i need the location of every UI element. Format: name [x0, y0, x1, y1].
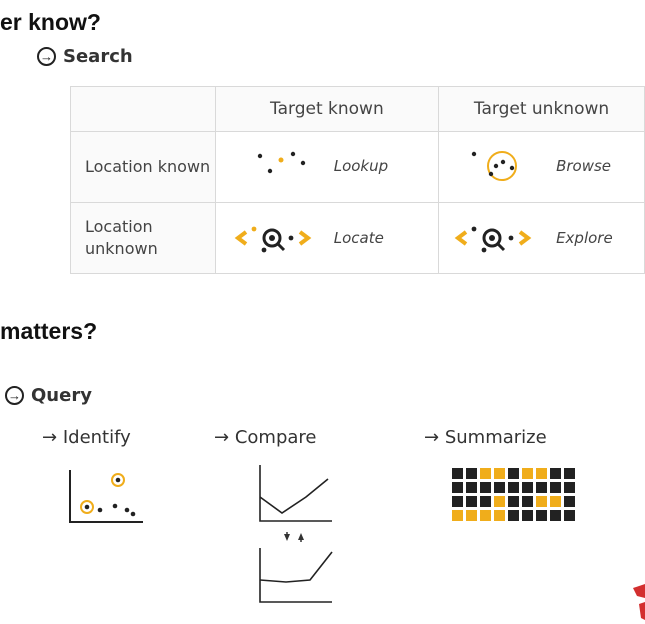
cell-browse: Browse	[438, 131, 645, 203]
identify-icon	[69, 470, 143, 523]
summary-cell	[452, 510, 463, 521]
cell-explore: Explore	[438, 202, 645, 274]
summary-cell	[522, 482, 533, 493]
summary-cell	[466, 468, 477, 479]
row-header-location-unknown: Location unknown	[70, 202, 216, 274]
row-header-location-known: Location known	[70, 131, 216, 203]
section-heading-query: matters?	[0, 318, 98, 344]
summary-cell	[536, 510, 547, 521]
query-title: → Query	[5, 385, 92, 406]
arrow-circle-icon: →	[5, 386, 24, 405]
summary-cell	[466, 510, 477, 521]
summary-cell	[564, 468, 575, 479]
summary-cell	[452, 468, 463, 479]
decorative-red-mark	[633, 584, 645, 620]
summary-cell	[508, 496, 519, 507]
search-table: Target known Target unknown Location kno…	[70, 86, 645, 274]
summary-cell	[564, 482, 575, 493]
table-row: Location known Lookup Browse	[70, 131, 645, 203]
compare-chart-top-icon	[259, 465, 332, 522]
summary-cell	[536, 496, 547, 507]
summary-cell	[494, 482, 505, 493]
summary-cell	[508, 468, 519, 479]
table-corner	[70, 86, 216, 132]
table-row: Location unknown Locate	[70, 202, 645, 274]
search-label: Search	[63, 46, 133, 67]
locate-icon	[234, 226, 312, 253]
summary-cell	[522, 496, 533, 507]
summarize-label: Summarize	[444, 427, 547, 448]
summary-cell	[466, 496, 477, 507]
summary-cell	[536, 468, 547, 479]
summary-cell	[494, 496, 505, 507]
summary-cell	[550, 510, 561, 521]
summary-cell	[466, 482, 477, 493]
summary-cell	[522, 468, 533, 479]
summary-cell	[480, 496, 491, 507]
summary-cell	[480, 482, 491, 493]
lookup-icon	[257, 151, 305, 174]
browse-icon	[471, 151, 518, 181]
cell-locate: Locate	[214, 202, 440, 274]
section-heading-search: er know?	[0, 9, 101, 35]
arrow-right-icon: →	[424, 427, 440, 448]
summary-cell	[480, 510, 491, 521]
summary-cell	[508, 482, 519, 493]
query-label: Query	[31, 385, 92, 406]
browse-label: Browse	[556, 157, 612, 175]
summary-cell	[564, 510, 575, 521]
summary-cell	[508, 510, 519, 521]
summary-cell	[522, 510, 533, 521]
summary-cell	[550, 496, 561, 507]
search-title: → Search	[37, 46, 133, 67]
summary-cell	[494, 510, 505, 521]
explore-label: Explore	[556, 229, 613, 247]
summary-cell	[494, 468, 505, 479]
arrow-right-icon: →	[214, 427, 230, 448]
explore-icon	[454, 226, 532, 253]
query-item-identify: → Identify	[42, 427, 131, 448]
query-item-summarize: → Summarize	[424, 427, 547, 448]
identify-label: Identify	[62, 427, 131, 448]
lookup-label: Lookup	[333, 157, 389, 175]
summary-cell	[550, 468, 561, 479]
arrow-right-icon: →	[42, 427, 58, 448]
summarize-icon	[452, 468, 578, 526]
table-header-row: Target known Target unknown	[70, 86, 645, 132]
col-header-target-unknown: Target unknown	[438, 86, 645, 132]
summary-cell	[550, 482, 561, 493]
summary-cell	[536, 482, 547, 493]
summary-cell	[564, 496, 575, 507]
query-item-compare: → Compare	[214, 427, 316, 448]
compare-label: Compare	[234, 427, 317, 448]
compare-chart-bottom-icon	[259, 548, 333, 603]
summary-cell	[480, 468, 491, 479]
col-header-target-known: Target known	[214, 86, 440, 132]
summary-cell	[452, 496, 463, 507]
cell-lookup: Lookup	[214, 131, 440, 203]
arrow-circle-icon: →	[37, 47, 56, 66]
locate-label: Locate	[333, 229, 384, 247]
summary-cell	[452, 482, 463, 493]
swap-arrows-icon	[284, 532, 304, 542]
